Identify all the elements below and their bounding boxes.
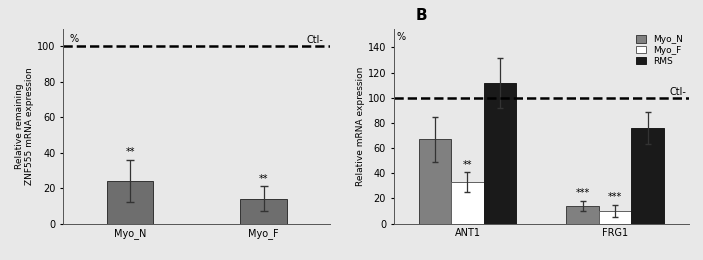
Text: ***: *** [576,188,590,198]
Bar [419,139,451,224]
Bar [240,199,287,224]
Y-axis label: Relative remaining
ZNF555 mRNA expression: Relative remaining ZNF555 mRNA expressio… [15,67,34,185]
Text: **: ** [125,147,135,157]
Bar [567,206,599,224]
Text: Ctl-: Ctl- [669,87,686,96]
Legend: Myo_N, Myo_F, RMS: Myo_N, Myo_F, RMS [635,33,685,67]
Text: %: % [396,32,406,42]
Bar [451,182,484,224]
Bar [107,181,153,224]
Text: **: ** [259,174,269,184]
Text: %: % [70,34,79,44]
Text: Ctl-: Ctl- [307,35,323,44]
Text: **: ** [463,159,472,170]
Bar [631,128,664,224]
Bar [484,83,516,224]
Text: B: B [416,8,427,23]
Text: ***: *** [608,192,622,202]
Bar [599,211,631,224]
Y-axis label: Relative mRNA expression: Relative mRNA expression [356,66,365,186]
